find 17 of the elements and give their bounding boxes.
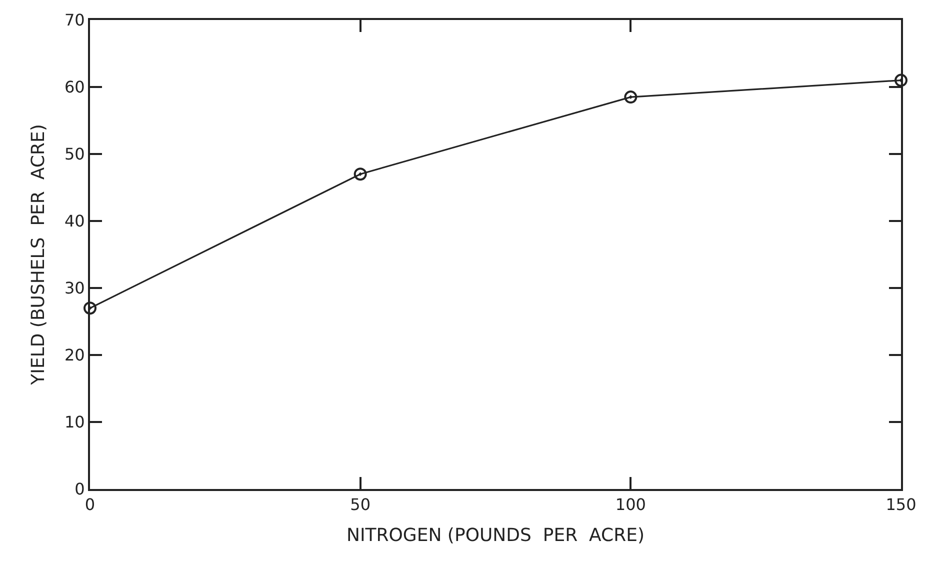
x-tick-label: 50 <box>350 495 371 514</box>
y-tick-label: 20 <box>64 346 85 365</box>
y-axis-title: YIELD (BUSHELS PER ACRE) <box>28 124 50 386</box>
point <box>624 90 638 104</box>
x-tick-label: 150 <box>886 495 916 514</box>
y-tick-label: 40 <box>64 212 85 231</box>
y-tick-label: 10 <box>64 412 85 432</box>
point <box>354 168 367 181</box>
point <box>84 302 96 315</box>
y-tick-label: 50 <box>64 144 85 164</box>
y-tick-label: 70 <box>64 10 85 30</box>
point <box>894 74 908 87</box>
y-tick-label: 0 <box>74 480 85 499</box>
y-tick-label: 30 <box>64 278 85 298</box>
x-tick-label: 100 <box>615 495 646 514</box>
x-axis-title: NITROGEN (POUNDS PER ACRE) <box>346 524 645 546</box>
y-tick-label: 60 <box>64 78 85 97</box>
